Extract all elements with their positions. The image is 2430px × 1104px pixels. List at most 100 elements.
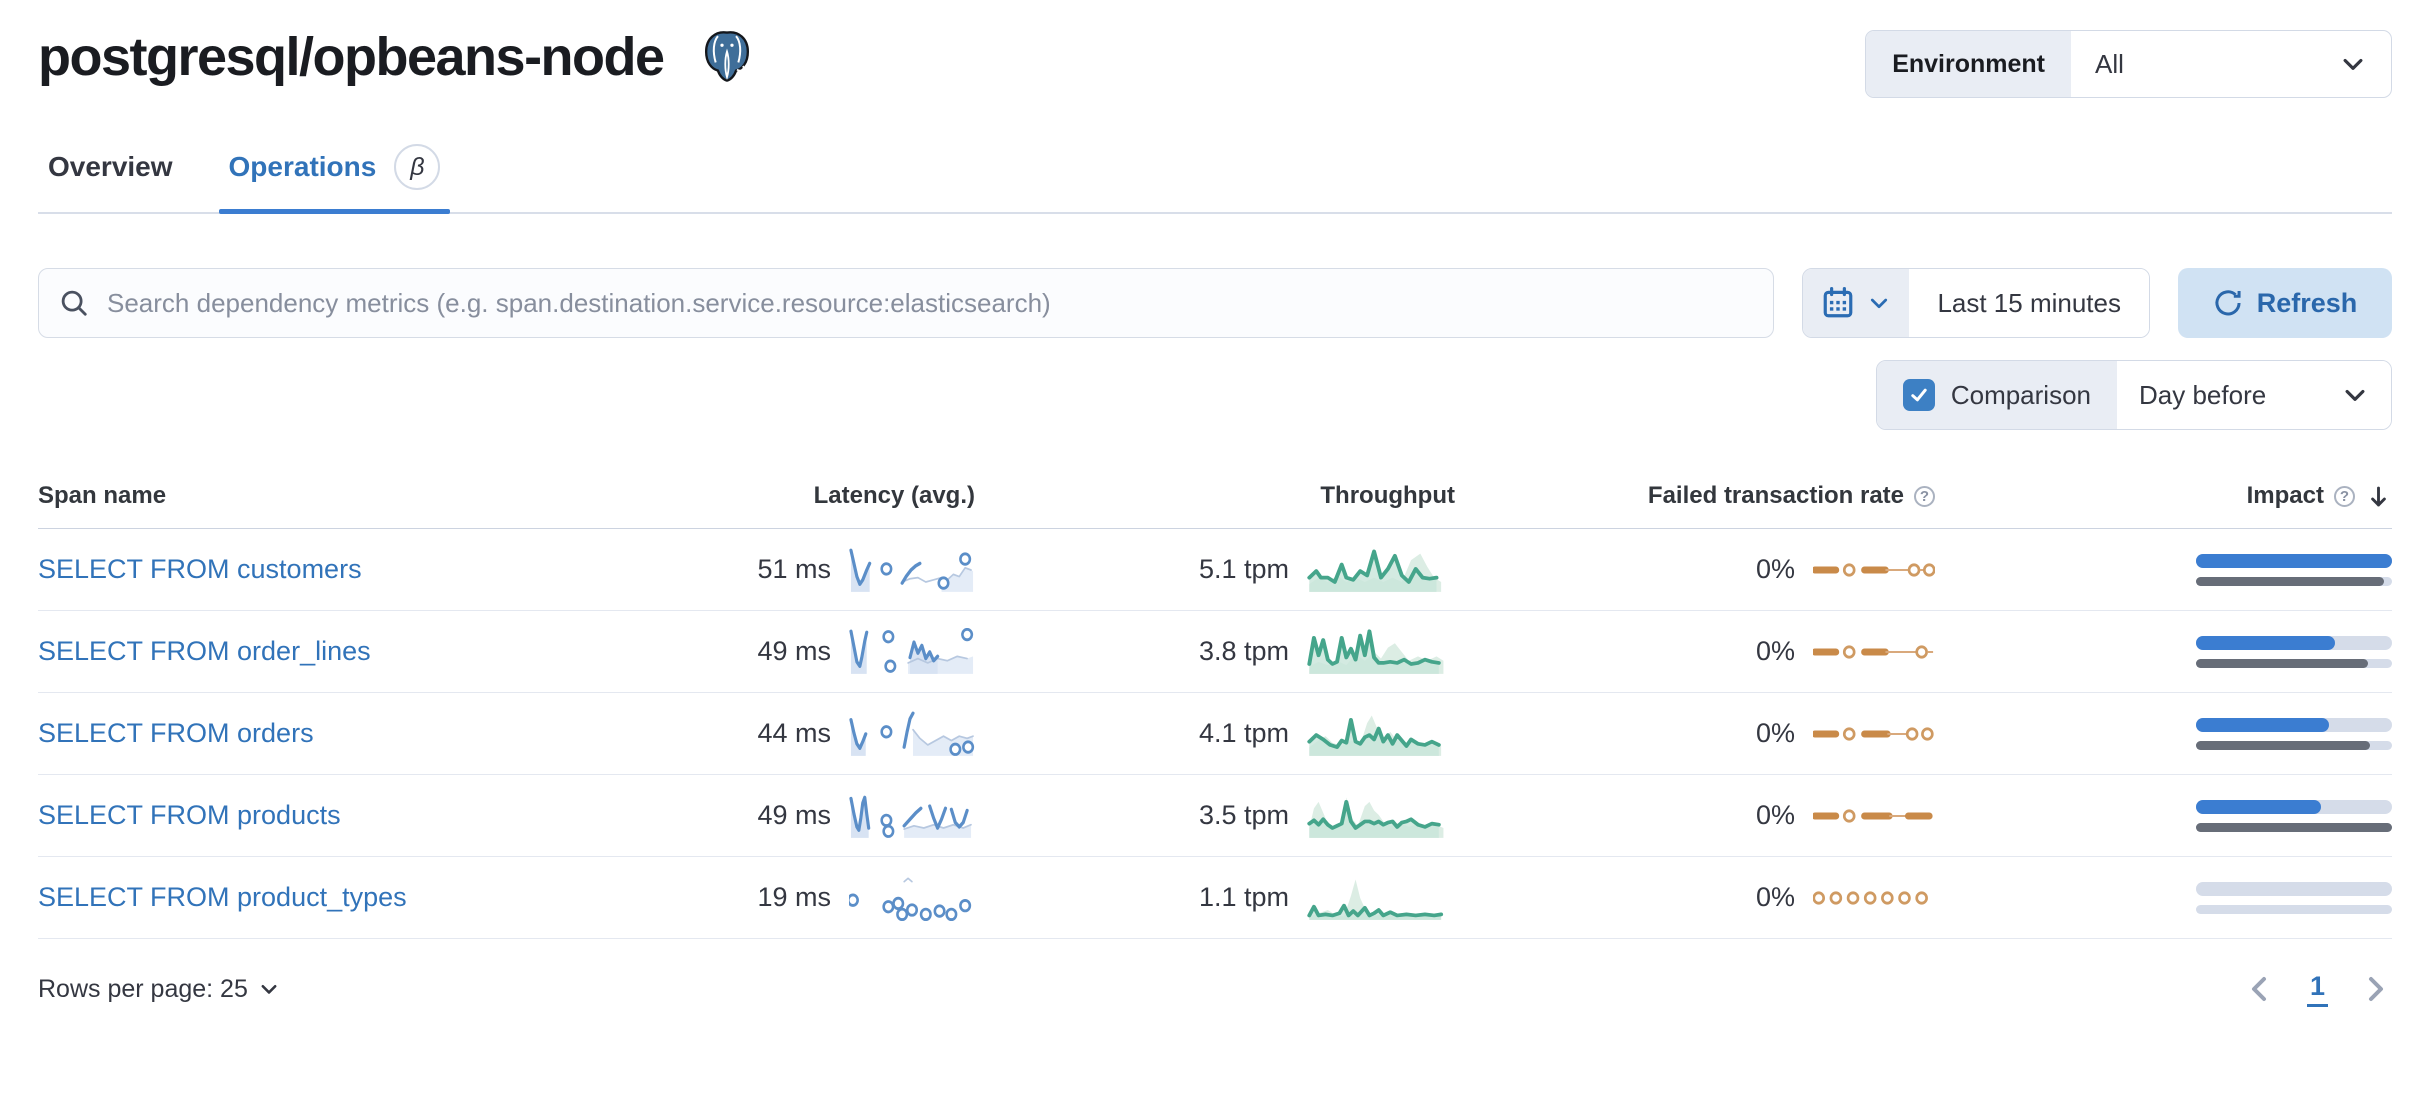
page-header: postgresql/opbeans-node Environment All [38,26,2392,98]
impact-bar-current [2196,553,2392,568]
date-picker: Last 15 minutes [1802,268,2150,338]
search-input[interactable] [105,286,1754,320]
throughput-sparkline [1307,714,1442,756]
span-name-link[interactable]: SELECT FROM product_types [38,882,407,912]
throughput-sparkline [1307,796,1444,838]
date-quick-select-button[interactable] [1803,269,1910,337]
table-row: SELECT FROM products 49 ms 3.5 tpm 0% [38,775,2392,857]
table-row: SELECT FROM product_types 19 ms 1.1 tpm … [38,857,2392,939]
span-name-cell: SELECT FROM customers [38,554,605,585]
column-header-failed-rate[interactable]: Failed transaction rate ? [1455,482,1935,510]
comparison-select[interactable]: Day before [2117,361,2391,429]
latency-sparkline [849,548,974,592]
impact-bar-current [2196,635,2392,650]
throughput-cell: 4.1 tpm [975,710,1455,758]
span-name-cell: SELECT FROM order_lines [38,636,605,667]
impact-cell [1935,799,2392,832]
tabs: Overview Operations β [38,144,2392,214]
impact-bar-previous [2196,740,2392,750]
span-name-cell: SELECT FROM product_types [38,882,605,913]
refresh-icon [2215,290,2241,316]
column-header-latency[interactable]: Latency (avg.) [813,482,975,509]
table-row: SELECT FROM orders 44 ms 4.1 tpm 0% [38,693,2392,775]
column-header-impact[interactable]: Impact ? [1935,482,2392,510]
rows-per-page-button[interactable]: Rows per page: 25 [38,975,280,1004]
refresh-button[interactable]: Refresh [2178,268,2392,338]
environment-label: Environment [1866,31,2071,97]
chevron-down-icon [2343,58,2363,70]
span-name-link[interactable]: SELECT FROM customers [38,554,362,584]
table-footer: Rows per page: 25 1 [38,971,2392,1007]
time-range-button[interactable]: Last 15 minutes [1909,269,2149,337]
failed-rate-cell: 0% [1455,876,1935,920]
table-header-row: Span name Latency (avg.) Throughput Fail… [38,482,2392,529]
previous-page-button[interactable] [2243,973,2275,1005]
latency-cell: 19 ms [605,874,975,922]
failed-rate-sparkline [1813,644,1934,659]
operations-table: Span name Latency (avg.) Throughput Fail… [38,482,2392,939]
impact-cell [1935,881,2392,914]
impact-bar-current [2196,717,2392,732]
chevron-right-icon [2369,977,2383,1001]
throughput-cell: 1.1 tpm [975,874,1455,922]
throughput-sparkline [1307,628,1444,674]
span-name-link[interactable]: SELECT FROM order_lines [38,636,371,666]
calendar-icon [1824,286,1853,318]
environment-select[interactable]: Environment All [1865,30,2392,98]
column-header-throughput[interactable]: Throughput [1320,482,1455,509]
comparison-checkbox[interactable] [1902,379,1935,411]
impact-bar-previous [2196,822,2392,832]
latency-sparkline [849,627,974,674]
table-body: SELECT FROM customers 51 ms 5.1 tpm 0% S… [38,529,2392,939]
pagination: 1 [2243,971,2392,1007]
search-icon [61,290,87,316]
table-row: SELECT FROM order_lines 49 ms 3.8 tpm 0% [38,611,2392,693]
failed-rate-sparkline [1813,726,1934,741]
span-name-cell: SELECT FROM products [38,800,605,831]
throughput-cell: 3.5 tpm [975,792,1455,840]
failed-rate-cell: 0% [1455,630,1935,674]
latency-sparkline [849,711,975,756]
latency-cell: 51 ms [605,546,975,594]
comparison-control: Comparison Day before [1875,360,2392,430]
next-page-button[interactable] [2360,973,2392,1005]
search-bar [38,268,1775,338]
throughput-sparkline [1307,878,1444,920]
failed-rate-sparkline [1813,890,1928,905]
impact-cell [1935,717,2392,750]
failed-rate-cell: 0% [1455,794,1935,838]
throughput-cell: 5.1 tpm [975,546,1455,594]
table-row: SELECT FROM customers 51 ms 5.1 tpm 0% [38,529,2392,611]
comparison-checkbox-label[interactable]: Comparison [1876,361,2117,429]
latency-sparkline [849,795,972,838]
chevron-down-icon [261,984,277,994]
beta-badge: β [394,144,441,190]
span-name-link[interactable]: SELECT FROM orders [38,718,314,748]
title-wrap: postgresql/opbeans-node [38,26,756,88]
page-number-1[interactable]: 1 [2306,971,2328,1007]
tab-operations[interactable]: Operations β [218,144,451,214]
failed-rate-cell: 0% [1455,548,1935,592]
chevron-down-icon [2345,389,2365,401]
latency-cell: 44 ms [605,710,975,758]
page-title: postgresql/opbeans-node [38,27,665,87]
latency-sparkline [849,876,972,921]
column-header-span-name[interactable]: Span name [38,482,167,509]
impact-bar-previous [2196,904,2392,914]
toolbar: Last 15 minutes Refresh [38,268,2392,338]
failed-rate-cell: 0% [1455,712,1935,756]
apm-dependency-operations-page: postgresql/opbeans-node Environment All [38,26,2392,1007]
chevron-down-icon [1871,298,1888,309]
throughput-cell: 3.8 tpm [975,628,1455,676]
sort-descending-icon [2371,486,2386,506]
throughput-sparkline [1307,549,1442,592]
failed-rate-sparkline [1813,808,1933,823]
impact-cell [1935,635,2392,668]
impact-bar-current [2196,881,2392,896]
help-icon: ? [2334,485,2355,507]
tab-overview[interactable]: Overview [48,151,173,182]
span-name-link[interactable]: SELECT FROM products [38,800,341,830]
impact-bar-previous [2196,576,2392,586]
span-name-cell: SELECT FROM orders [38,718,605,749]
environment-value: All [2095,48,2124,79]
